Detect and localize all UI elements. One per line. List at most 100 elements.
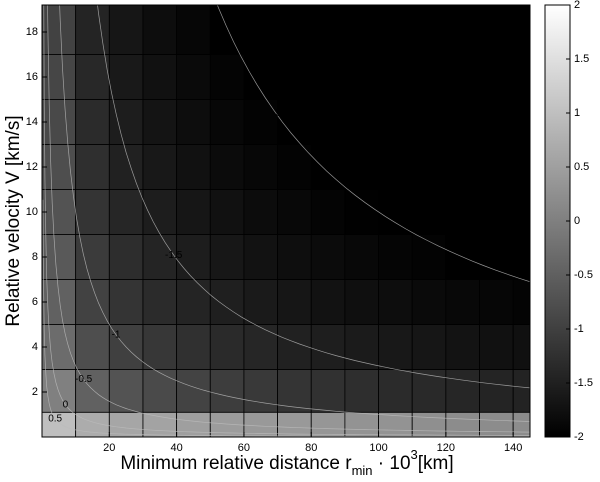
heat-cell [310, 279, 346, 325]
heat-cell [243, 4, 278, 55]
heat-cell [108, 54, 144, 100]
heat-cell [176, 54, 211, 100]
heat-cell [344, 411, 379, 438]
contour-line [97, 5, 530, 389]
x-label-part: 3 [411, 447, 418, 462]
heat-cell [479, 324, 514, 370]
heat-cell [378, 369, 413, 413]
x-tick-label: 100 [369, 442, 387, 454]
heat-cell [108, 234, 144, 280]
heat-cell [512, 279, 531, 325]
heat-cell [411, 324, 447, 370]
heat-cell [142, 189, 178, 235]
heat-cell [411, 99, 447, 145]
heat-cell [344, 324, 379, 370]
heat-cell [243, 234, 278, 280]
colorbar-tick-label: -1.5 [574, 377, 593, 389]
contour-label: -1 [112, 329, 121, 340]
heat-cell [512, 189, 531, 235]
heat-cell [142, 144, 178, 190]
colorbar-tick-label: -0.5 [574, 269, 593, 281]
heat-cell [479, 4, 514, 55]
heat-cell [512, 144, 531, 190]
heat-cell [411, 4, 447, 55]
y-tick-label: 16 [26, 71, 38, 83]
heat-cell [209, 279, 245, 325]
heat-cell [445, 54, 480, 100]
heat-cell [445, 324, 480, 370]
heat-cell [479, 411, 514, 438]
heat-cell [512, 324, 531, 370]
heat-cell [310, 189, 346, 235]
heat-cell [378, 234, 413, 280]
heat-cell [176, 411, 211, 438]
x-tick-label: 120 [437, 442, 455, 454]
heat-cell [41, 234, 77, 280]
heat-cell [243, 189, 278, 235]
heat-cell [41, 99, 77, 145]
x-label-part: min [352, 463, 373, 478]
x-label-part: Minimum relative distance r [120, 453, 352, 474]
heat-cell [310, 411, 346, 438]
heat-cell [108, 144, 144, 190]
heat-cell [142, 54, 178, 100]
colorbar-tick-label: 0.5 [574, 161, 589, 173]
heat-cell [310, 99, 346, 145]
heat-cell [176, 144, 211, 190]
heat-cell [411, 189, 447, 235]
heat-cell [445, 279, 480, 325]
heat-cell [445, 99, 480, 145]
y-tick-label: 14 [26, 116, 38, 128]
heat-cell [512, 234, 531, 280]
heat-cell [512, 4, 531, 55]
heat-cell [277, 4, 312, 55]
heat-cell [378, 99, 413, 145]
heat-cell [479, 279, 514, 325]
heat-cell [344, 234, 379, 280]
contour-line [216, 5, 530, 283]
heat-cell [142, 369, 178, 413]
heat-cell [344, 279, 379, 325]
heat-cell [378, 4, 413, 55]
heat-cell [176, 324, 211, 370]
contour-label: -1.5 [165, 250, 183, 261]
x-label-part: · 10 [373, 453, 411, 474]
heat-cell [344, 99, 379, 145]
heat-cell [176, 4, 211, 55]
y-tick-label: 6 [32, 296, 38, 308]
contour-label: 0.5 [48, 413, 62, 424]
heat-cell [411, 54, 447, 100]
x-tick-label: 140 [504, 442, 522, 454]
contour-line [42, 199, 530, 437]
heat-cell [176, 234, 211, 280]
heat-cell [512, 411, 531, 438]
heat-cell [277, 324, 312, 370]
x-tick-label: 20 [103, 442, 115, 454]
heat-cell [142, 279, 178, 325]
heat-cell [108, 369, 144, 413]
heat-cell [209, 189, 245, 235]
heat-cell [243, 369, 278, 413]
y-tick-label: 18 [26, 26, 38, 38]
colorbar-tick-label: 2 [574, 0, 580, 11]
heat-cell [176, 99, 211, 145]
contour-line [47, 5, 530, 433]
heat-cell [378, 54, 413, 100]
heat-cell [411, 411, 447, 438]
heat-cell [344, 369, 379, 413]
heat-cell [176, 189, 211, 235]
heat-cell [142, 324, 178, 370]
contour-label: -2 [272, 108, 281, 119]
heat-cell [142, 4, 178, 55]
heat-cell [142, 411, 178, 438]
heat-cell [243, 99, 278, 145]
heat-cell [209, 369, 245, 413]
heat-cell [243, 324, 278, 370]
y-axis-label: Relative velocity V [km/s] [3, 115, 24, 326]
heat-cell [75, 99, 110, 145]
heat-cell [344, 144, 379, 190]
heat-cell [411, 234, 447, 280]
heat-cell [277, 234, 312, 280]
heat-cell [41, 54, 77, 100]
